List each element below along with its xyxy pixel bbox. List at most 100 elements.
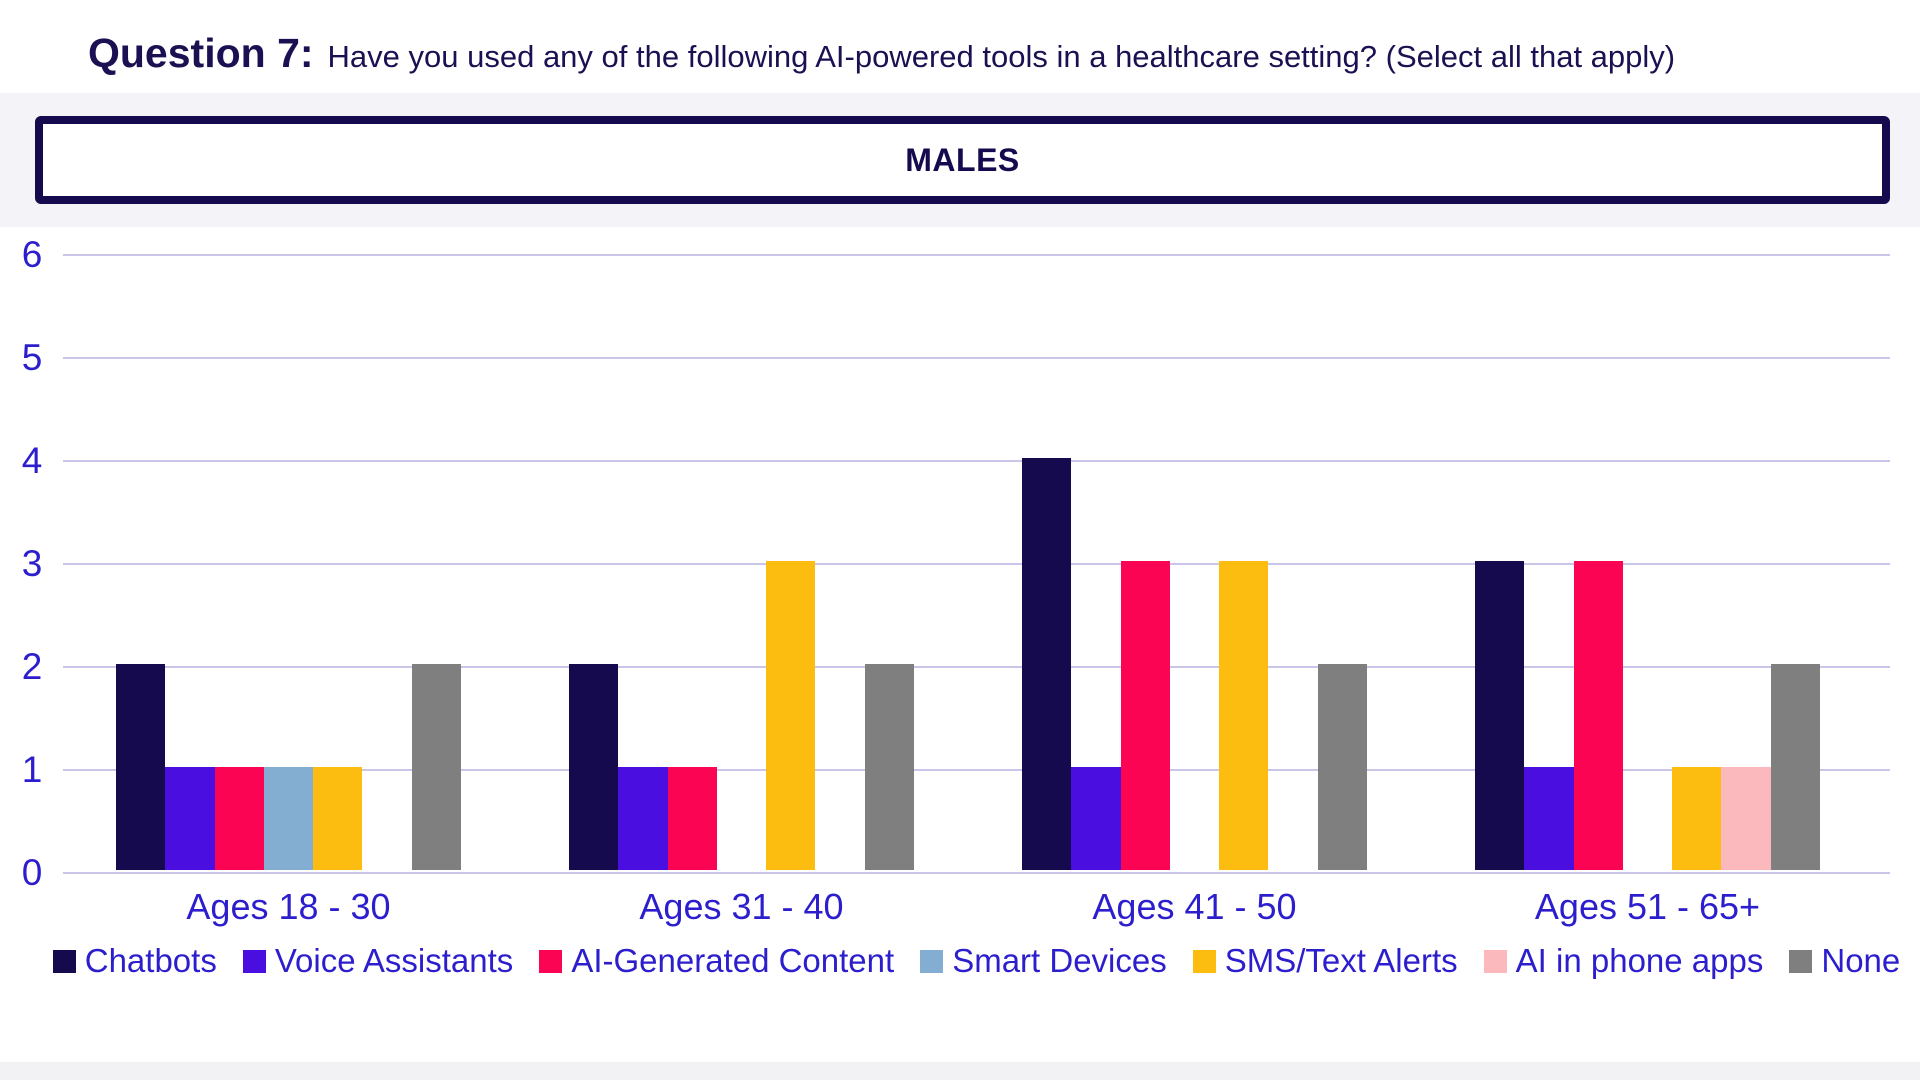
y-axis-label-1: 1: [21, 749, 43, 790]
bar-groups: [63, 254, 1890, 870]
bar-group-ages-41-50: [1022, 254, 1367, 870]
males-header-label: MALES: [905, 141, 1020, 178]
bar-slot-none: [864, 254, 914, 870]
legend-item-sms-text-alerts: SMS/Text Alerts: [1192, 942, 1458, 980]
bar-slot-ai-generated-content: [1120, 254, 1170, 870]
gridline-6: [63, 254, 1890, 256]
legend-item-none: None: [1789, 942, 1900, 980]
bar-none-ages-18-30: [411, 664, 461, 870]
legend-swatch-icon: [242, 949, 266, 973]
gridline-0: [63, 872, 1890, 874]
legend-item-smart-devices: Smart Devices: [920, 942, 1167, 980]
bar-voice-assistants-ages-41-50: [1071, 767, 1121, 870]
bar-voice-assistants-ages-31-40: [618, 767, 668, 870]
gridline-2: [63, 666, 1890, 668]
bar-chatbots-ages-41-50: [1022, 458, 1072, 870]
y-axis-label-6: 6: [21, 234, 43, 275]
legend-label: Voice Assistants: [274, 942, 514, 979]
legend-item-ai-in-phone-apps: AI in phone apps: [1483, 942, 1764, 980]
bar-slot-ai-in-phone-apps: [1721, 254, 1771, 870]
bar-ai-generated-content-ages-18-30: [214, 767, 264, 870]
section-banner: MALES: [0, 93, 1920, 227]
bar-slot-smart-devices: [263, 254, 314, 870]
legend-swatch-icon: [52, 949, 76, 973]
bar-none-ages-41-50: [1317, 664, 1367, 870]
legend-label: Smart Devices: [952, 942, 1167, 979]
bar-slot-voice-assistants: [165, 254, 215, 870]
bar-slot-smart-devices: [717, 254, 766, 870]
y-axis-label-0: 0: [21, 852, 43, 893]
category-labels: Ages 18 - 30 Ages 31 - 40 Ages 41 - 50 Ages…: [63, 886, 1890, 928]
legend-swatch-icon: [539, 949, 563, 973]
bar-sms-text-alerts-ages-18-30: [313, 767, 363, 870]
gridline-3: [63, 563, 1890, 565]
bar-ai-generated-content-ages-41-50: [1120, 561, 1170, 870]
bar-ai-generated-content-ages-31-40: [667, 767, 717, 870]
bar-sms-text-alerts-ages-31-40: [766, 561, 816, 870]
plot-area: 6 5 4 3 2 1 0: [22, 234, 1890, 893]
legend-item-chatbots: Chatbots: [52, 942, 217, 980]
bar-slot-chatbots: [116, 254, 166, 870]
bar-voice-assistants-ages-18-30: [165, 767, 215, 870]
bar-chart: 6 5 4 3 2 1 0 Ages 18 - 30 Ages 31 - 40 Ages 41 …: [22, 234, 1901, 980]
bar-ai-generated-content-ages-51-65: [1573, 561, 1623, 870]
bar-slot-smart-devices: [1623, 254, 1672, 870]
bar-sms-text-alerts-ages-41-50: [1219, 561, 1269, 870]
bar-chatbots-ages-18-30: [116, 664, 166, 870]
bar-slot-none: [411, 254, 461, 870]
bar-sms-text-alerts-ages-51-65: [1672, 767, 1722, 870]
bar-slot-ai-generated-content: [1573, 254, 1623, 870]
legend-swatch-icon: [920, 949, 944, 973]
bar-chatbots-ages-31-40: [569, 664, 619, 870]
gridline-1: [63, 769, 1890, 771]
bar-slot-sms-text-alerts: [1672, 254, 1722, 870]
bar-slot-chatbots: [1475, 254, 1525, 870]
bar-slot-voice-assistants: [1524, 254, 1574, 870]
bar-slot-ai-generated-content: [214, 254, 264, 870]
legend-item-ai-generated-content: AI-Generated Content: [539, 942, 894, 980]
legend-swatch-icon: [1789, 949, 1813, 973]
bar-slot-ai-generated-content: [667, 254, 717, 870]
legend-swatch-icon: [1192, 949, 1216, 973]
bar-slot-chatbots: [1022, 254, 1072, 870]
bar-group-ages-31-40: [569, 254, 914, 870]
bar-ai-in-phone-apps-ages-51-65: [1721, 767, 1771, 870]
bar-slot-voice-assistants: [1071, 254, 1121, 870]
category-label-ages-31-40: Ages 31 - 40: [639, 886, 844, 927]
bar-voice-assistants-ages-51-65: [1524, 767, 1574, 870]
bar-none-ages-31-40: [864, 664, 914, 870]
bar-group-ages-18-30: [116, 254, 461, 870]
legend-label: Chatbots: [84, 942, 217, 979]
legend-label: AI in phone apps: [1515, 942, 1764, 979]
legend-item-voice-assistants: Voice Assistants: [242, 942, 514, 980]
bar-slot-sms-text-alerts: [1219, 254, 1269, 870]
y-axis-label-3: 3: [21, 543, 43, 584]
bar-slot-ai-in-phone-apps: [362, 254, 411, 870]
gridline-4: [63, 460, 1890, 462]
bar-slot-chatbots: [569, 254, 619, 870]
bar-slot-ai-in-phone-apps: [1268, 254, 1317, 870]
y-axis-label-2: 2: [21, 646, 43, 687]
males-header-box: MALES: [35, 116, 1890, 204]
legend-swatch-icon: [1483, 949, 1507, 973]
bar-none-ages-51-65: [1770, 664, 1820, 870]
category-label-ages-18-30: Ages 18 - 30: [186, 886, 391, 927]
category-label-ages-41-50: Ages 41 - 50: [1092, 886, 1297, 927]
y-axis-label-5: 5: [21, 337, 43, 378]
question-text: Have you used any of the following AI-po…: [327, 39, 1676, 74]
question-number: Question 7:: [88, 30, 314, 76]
bar-slot-ai-in-phone-apps: [815, 254, 864, 870]
gridline-5: [63, 357, 1890, 359]
bar-slot-sms-text-alerts: [766, 254, 816, 870]
bar-chatbots-ages-51-65: [1475, 561, 1525, 870]
page-title: Question 7: Have you used any of the foll…: [0, 0, 1920, 77]
legend-label: SMS/Text Alerts: [1224, 942, 1458, 979]
category-label-ages-51-65: Ages 51 - 65+: [1534, 886, 1761, 927]
bar-smart-devices-ages-18-30: [263, 767, 314, 870]
bar-slot-sms-text-alerts: [313, 254, 363, 870]
legend-label: AI-Generated Content: [571, 942, 895, 979]
legend-label: None: [1821, 942, 1901, 979]
bar-slot-smart-devices: [1170, 254, 1219, 870]
bar-group-ages-51-65: [1475, 254, 1820, 870]
bar-slot-voice-assistants: [618, 254, 668, 870]
